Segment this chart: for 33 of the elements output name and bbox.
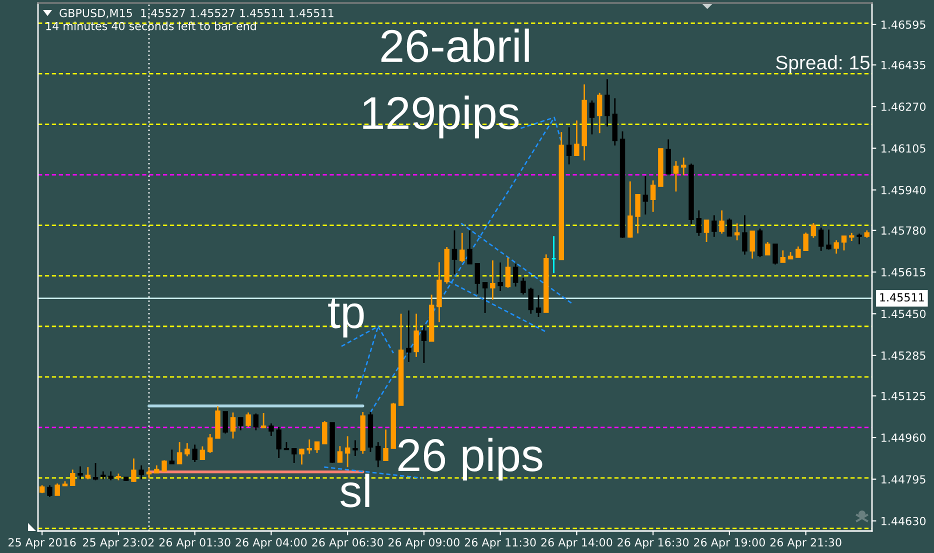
y-tick-label: 1.46595 (882, 20, 926, 29)
y-tick-label: 1.44795 (882, 475, 926, 484)
y-tick-label: 1.45615 (882, 268, 926, 276)
annotation: sl (340, 474, 370, 508)
x-tick-label: 26 Apr 14:00 (541, 538, 612, 549)
annotation: tp (328, 298, 364, 338)
y-tick-label: 1.46435 (882, 60, 926, 70)
annotation: Spread: 15 (776, 55, 870, 74)
x-tick-label: 26 Apr 19:00 (694, 538, 765, 549)
x-tick-label: 26 Apr 21:30 (770, 538, 842, 549)
y-tick-label: 1.44630 (882, 516, 926, 526)
x-tick-label: 26 Apr 04:00 (236, 538, 307, 549)
y-tick-label: 1.45125 (882, 392, 926, 400)
annotation: 26 pips (398, 438, 542, 481)
text: 14 minutes 40 seconds left to bar end (46, 22, 256, 30)
x-tick-label: 26 Apr 01:30 (159, 538, 230, 549)
y-tick-label: 1.45780 (882, 226, 926, 235)
y-tick-label: 1.45285 (882, 351, 926, 360)
annotation: 26-abril (381, 28, 529, 62)
x-tick-label: 26 Apr 06:30 (312, 538, 384, 549)
chart-title: GBPUSD,M15 1.45527 1.45527 1.45511 1.45511 (60, 8, 334, 18)
y-tick-label: 1.45940 (882, 186, 926, 194)
x-tick-label: 26 Apr 11:30 (464, 538, 536, 549)
x-tick-label: 26 Apr 09:00 (388, 538, 460, 549)
x-tick-label: 25 Apr 23:02 (83, 538, 154, 549)
annotation: 129pips (363, 96, 519, 138)
ref-line-label: 1.45511 (880, 293, 924, 302)
y-tick-label: 1.46105 (882, 144, 926, 153)
y-tick-label: 1.45450 (882, 310, 926, 318)
y-tick-label: 1.46270 (882, 102, 926, 111)
x-tick-label: 26 Apr 16:30 (618, 538, 689, 549)
x-tick-label: 25 Apr 2016 (8, 538, 76, 549)
y-tick-label: 1.44960 (882, 434, 926, 442)
